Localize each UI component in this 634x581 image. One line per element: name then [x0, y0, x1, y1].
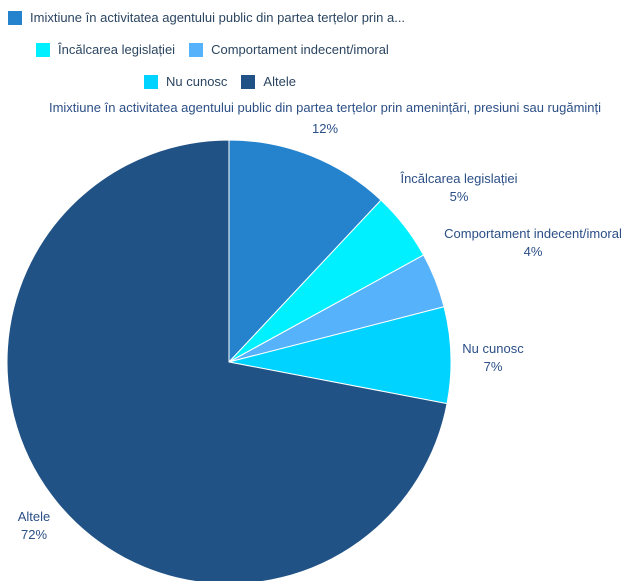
pie-labels: Imixtiune în activitatea agentului publi… — [18, 100, 622, 542]
legend-item-imixtiune[interactable]: Imixtiune în activitatea agentului publi… — [8, 10, 405, 25]
slice-pct-comportament: 4% — [524, 244, 543, 259]
slice-label-altele: Altele — [18, 509, 51, 524]
slice-pct-nu-cunosc: 7% — [484, 359, 503, 374]
legend-label-altele: Altele — [263, 74, 296, 89]
legend-row-1: Imixtiune în activitatea agentului publi… — [8, 10, 419, 25]
slice-label-incalcarea: Încălcarea legislației — [399, 171, 517, 186]
legend-item-altele[interactable]: Altele — [241, 74, 296, 89]
legend-swatch-incalcarea — [36, 42, 50, 57]
slice-label-imixtiune: Imixtiune în activitatea agentului publi… — [49, 100, 601, 115]
legend-item-comportament[interactable]: Comportament indecent/imoral — [189, 42, 389, 57]
legend-label-incalcarea: Încălcarea legislației — [58, 42, 176, 57]
pie-slice-altele[interactable] — [6, 139, 448, 581]
legend-swatch-nu-cunosc — [144, 74, 158, 89]
legend-item-nu-cunosc[interactable]: Nu cunosc — [144, 74, 227, 89]
legend-swatch-comportament — [189, 42, 204, 57]
pie-slices — [6, 139, 452, 581]
slice-pct-altele: 72% — [21, 527, 47, 542]
slice-pct-incalcarea: 5% — [450, 189, 469, 204]
legend-row-2: Încălcarea legislației Comportament inde… — [36, 42, 403, 57]
slice-label-nu-cunosc: Nu cunosc — [462, 341, 524, 356]
legend-label-imixtiune: Imixtiune în activitatea agentului publi… — [30, 10, 406, 25]
legend-swatch-altele — [241, 74, 256, 89]
slice-pct-imixtiune: 12% — [312, 121, 338, 136]
legend-label-comportament: Comportament indecent/imoral — [211, 42, 389, 57]
legend-label-nu-cunosc: Nu cunosc — [166, 74, 228, 89]
legend-swatch-imixtiune — [8, 10, 22, 25]
legend-row-3: Nu cunosc Altele — [144, 74, 310, 89]
slice-label-comportament: Comportament indecent/imoral — [444, 226, 622, 241]
legend-item-incalcarea[interactable]: Încălcarea legislației — [36, 42, 175, 57]
pie-slice-imixtiune[interactable] — [228, 139, 382, 364]
